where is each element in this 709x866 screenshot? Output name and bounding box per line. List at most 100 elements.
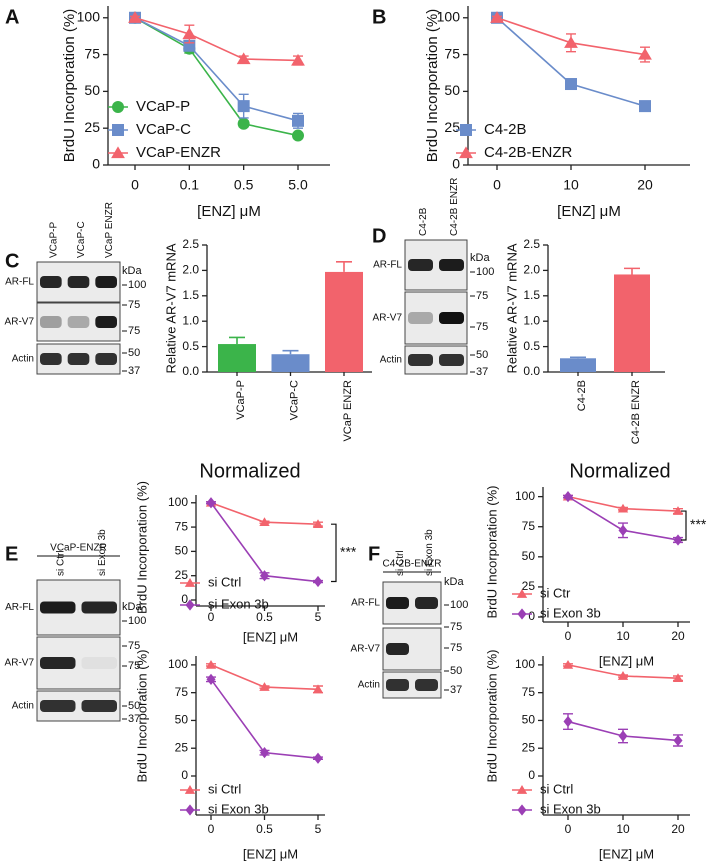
row-label: AR-V7 [5, 317, 35, 328]
x-tick-label: C4-2B ENZR [630, 380, 642, 444]
panel-label: C [5, 250, 19, 272]
y-tick-label: 0.5 [523, 339, 540, 353]
y-tick-label: 100 [515, 657, 535, 671]
x-tick-label: 20 [671, 629, 685, 643]
y-tick-label: 1.5 [182, 288, 199, 302]
size-marker: 75 [450, 621, 462, 633]
point [259, 517, 270, 527]
point [490, 11, 504, 23]
point [516, 589, 528, 598]
point [673, 734, 683, 747]
blot-band [386, 597, 409, 609]
y-tick-label: 50 [175, 544, 189, 558]
chart-title: Normalized [569, 460, 670, 482]
y-axis-label: BrdU Incorporation (%) [484, 650, 499, 783]
y-tick-label: 100 [168, 495, 188, 509]
row-label: Actin [380, 355, 402, 366]
row-label: AR-V7 [5, 658, 35, 669]
series-line [210, 502, 319, 583]
y-tick-label: 0 [528, 609, 535, 623]
legend-label: si Exon 3b [540, 605, 601, 620]
y-tick-label: 75 [175, 519, 189, 533]
x-tick-label: 20 [671, 822, 685, 836]
size-marker: 37 [128, 713, 140, 725]
legend-label: si Ctrl [208, 781, 241, 796]
x-tick-label: 0.1 [180, 177, 200, 193]
point [312, 684, 324, 694]
error-bar [282, 349, 299, 355]
y-tick-label: 100 [515, 489, 535, 503]
legend-label: VCaP-C [136, 121, 191, 138]
bar [325, 271, 363, 372]
y-tick-label: 25 [84, 119, 100, 135]
size-marker: 37 [476, 366, 488, 378]
point [291, 53, 305, 66]
legend-label: VCaP-ENZR [136, 144, 221, 161]
point [112, 101, 124, 113]
blot-band [95, 353, 117, 365]
y-axis-label: BrdU Incorporation (%) [484, 486, 499, 619]
size-marker: 37 [450, 684, 462, 696]
chart-title: Normalized [199, 460, 300, 482]
y-tick-label: 50 [175, 713, 189, 727]
lane-label: VCaP ENZR [104, 202, 115, 258]
lane-label: C4-2B [418, 207, 429, 236]
x-tick-label: 0.5 [256, 822, 273, 836]
point [237, 117, 250, 130]
y-tick-label: 75 [84, 45, 100, 61]
x-tick-label: 0 [565, 629, 572, 643]
error-bar [624, 267, 640, 275]
legend-label: C4-2B [484, 121, 527, 138]
y-tick-label: 0.0 [182, 364, 199, 378]
legend-label: C4-2B-ENZR [484, 144, 573, 161]
point [565, 78, 577, 91]
size-marker: 75 [128, 660, 140, 672]
point [184, 578, 196, 587]
bar [271, 354, 310, 372]
x-axis-label: [ENZ] μM [243, 629, 298, 644]
annotation: *** [340, 544, 357, 560]
y-tick-label: 75 [175, 685, 189, 699]
lane-label: si Exon 3b [97, 529, 108, 576]
y-tick-label: 100 [168, 657, 188, 671]
y-tick-label: 25 [522, 740, 536, 754]
size-marker: 100 [476, 266, 494, 278]
cell-line-label: VCaP-ENZR [50, 543, 107, 554]
point [260, 570, 269, 582]
x-tick-label: 0 [208, 822, 215, 836]
unit-label: kDa [122, 601, 142, 613]
size-marker: 75 [450, 642, 462, 654]
size-marker: 100 [128, 279, 146, 291]
y-tick-label: 50 [522, 549, 536, 563]
row-label: AR-FL [5, 602, 34, 613]
size-marker: 100 [128, 615, 146, 627]
y-tick-label: 0.5 [182, 339, 199, 353]
point [672, 506, 684, 515]
point [128, 11, 142, 23]
blot-band [386, 679, 409, 691]
unit-label: kDa [444, 576, 464, 588]
y-tick-label: 50 [522, 713, 536, 727]
x-tick-label: 10 [616, 822, 630, 836]
panel-label: F [368, 543, 380, 565]
point [638, 47, 652, 60]
x-tick-label: 0 [493, 177, 501, 193]
error-bar [336, 260, 352, 272]
panel-label: A [5, 6, 19, 28]
bar [560, 358, 596, 372]
series-line [134, 17, 299, 137]
blot-band [439, 312, 464, 324]
point [564, 36, 578, 48]
y-axis-label: Relative AR-V7 mRNA [504, 243, 519, 373]
blot-band [95, 276, 117, 288]
blot-band [67, 316, 90, 328]
point [111, 146, 125, 159]
x-tick-label: 0 [208, 610, 215, 624]
size-marker: 75 [128, 325, 140, 337]
lane-label: si Exon 3b [424, 529, 435, 576]
legend-label: si Ctrl [540, 781, 573, 796]
lane-label: VCaP-C [76, 221, 87, 258]
y-axis-label: BrdU Incorporation (%) [424, 9, 441, 162]
y-tick-label: 75 [522, 519, 536, 533]
blot-band [40, 276, 62, 288]
